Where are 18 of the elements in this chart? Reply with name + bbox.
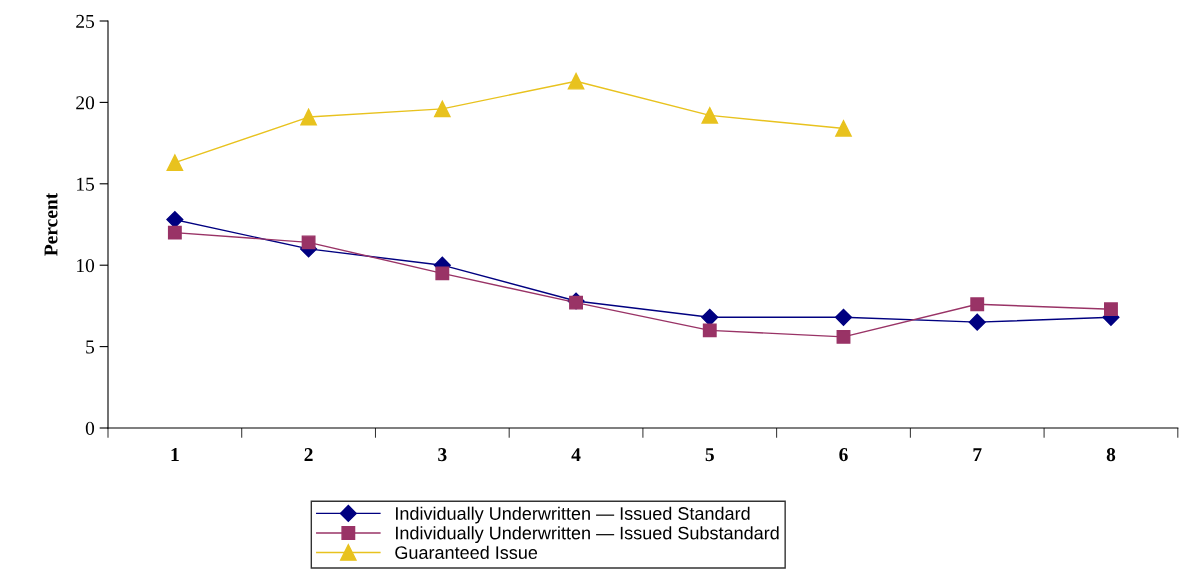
legend-label: Individually Underwritten — Issued Standard bbox=[396, 506, 750, 524]
y-tick-label: 20 bbox=[76, 96, 95, 110]
x-tick-label: 5 bbox=[705, 448, 714, 462]
x-tick-label: 6 bbox=[839, 448, 848, 462]
x-tick-label: 2 bbox=[304, 448, 313, 461]
y-tick-label: 10 bbox=[77, 259, 95, 273]
y-axis-title: Percent bbox=[44, 192, 58, 256]
y-tick-label: 0 bbox=[85, 421, 95, 435]
x-tick-label: 3 bbox=[438, 448, 447, 462]
legend-label: Individually Underwritten — Issued Substandard bbox=[396, 526, 779, 544]
x-tick-label: 7 bbox=[973, 448, 982, 461]
x-tick-label: 4 bbox=[571, 448, 581, 461]
x-tick-label: 1 bbox=[171, 448, 179, 461]
legend-label: Guaranteed Issue bbox=[395, 545, 538, 559]
y-tick-label: 25 bbox=[76, 14, 95, 28]
y-tick-label: 5 bbox=[86, 340, 95, 354]
y-tick-label: 15 bbox=[77, 177, 95, 191]
x-tick-label: 8 bbox=[1106, 448, 1116, 462]
